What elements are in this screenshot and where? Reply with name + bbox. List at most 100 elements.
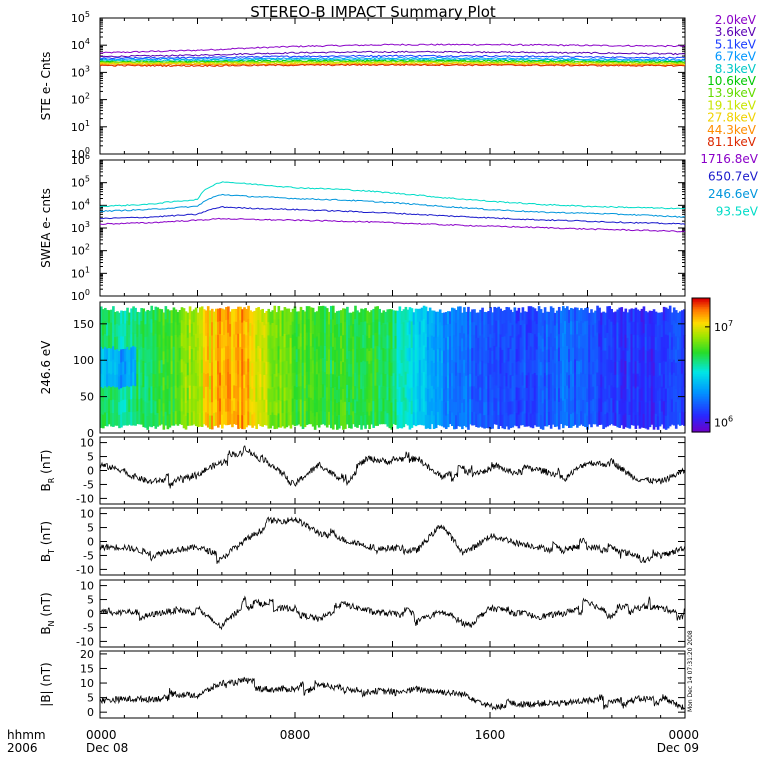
pad-cell [630,334,634,348]
pad-cell [402,309,406,323]
pad-cell [652,415,656,430]
pad-ylabel: 246.6 eV [39,340,53,395]
pad-cell [588,386,591,400]
pad-cell [277,359,281,374]
pad-cell [291,373,295,387]
pad-cell [672,359,676,374]
swea-legend-entry: 650.7eV [708,170,759,184]
pad-cell [134,307,137,322]
pad-cell [553,338,557,352]
pad-cell [628,322,632,337]
pad-cell [315,399,319,413]
pad-cell [104,373,107,387]
pad-cell [366,399,369,413]
pad-cell [479,309,482,324]
pad-cell [200,333,204,347]
pad-cell [366,323,369,337]
pad-cell [523,311,527,325]
pad-cell [592,386,595,400]
pad-cell [118,312,121,326]
ste-legend-entry: 81.1keV [707,135,757,149]
pad-cell [317,359,321,374]
pad-cell [592,411,595,425]
pad-cell [626,363,630,377]
pad-cell [408,320,412,335]
pad-cell [479,348,482,363]
pad-cell [386,348,390,362]
pad-cell [446,362,450,376]
pad-cell [340,322,343,337]
pad-cell [239,333,242,348]
bmag-frame [99,650,686,719]
pad-cell [285,361,289,375]
pad-cell [434,324,438,338]
pad-cell [170,361,174,375]
pad-cell [580,372,583,386]
pad-cell [396,310,400,325]
pad-cell [158,386,162,400]
pad-cell [668,305,672,320]
pad-cell [305,332,309,347]
pad-cell [223,385,226,400]
pad-cell [190,311,194,325]
pad-cell [674,336,678,350]
pad-cell [202,385,206,399]
pad-cell [267,335,271,350]
pad-cell [620,346,624,360]
colorbar-segment [692,425,710,428]
pad-cell [331,415,335,430]
pad-cell [269,311,273,326]
pad-cell [467,347,470,362]
pad-cell [124,412,127,426]
pad-cell [483,311,486,326]
pad-cell [511,312,515,326]
pad-cell [321,345,325,359]
pad-cell [483,363,486,377]
pad-cell [267,348,271,363]
pad-cell [303,388,307,402]
pad-cell [172,346,176,361]
pad-cell [370,310,373,324]
pad-cell [219,385,222,399]
pad-cell [519,350,523,363]
pad-cell [465,388,468,402]
pad-cell [505,333,509,348]
pad-cell [313,364,317,378]
pad-cell [273,387,277,402]
pad-cell [293,306,297,321]
pad-cell [440,388,444,402]
pad-cell [453,335,456,350]
pad-cell [422,358,426,373]
pad-cell [402,322,406,336]
pad-cell [632,412,636,426]
pad-cell [301,375,305,390]
pad-cell [186,375,190,389]
pad-cell [555,400,559,414]
pad-cell [410,308,414,322]
bn-ytick-label: -10 [76,635,94,648]
pad-cell [426,311,430,325]
pad-cell [174,334,178,349]
pad-cell [479,361,482,376]
pad-cell [598,372,601,387]
pad-cell [104,347,107,361]
pad-cell [132,345,135,360]
pad-cell [368,415,371,430]
pad-cell [521,411,525,426]
pad-cell [477,376,480,390]
pad-cell [194,346,198,361]
pad-cell [463,320,466,334]
pad-cell [523,413,527,427]
pad-cell [338,401,341,416]
pad-cell [176,387,180,401]
pad-cell [469,336,472,350]
bt-ytick-label: -5 [83,549,94,562]
pad-cell [563,347,567,361]
pad-cell [465,362,468,377]
pad-cell [398,306,402,321]
pad-cell [235,360,238,374]
pad-cell [594,360,597,375]
pad-cell [297,373,301,387]
pad-cell [505,386,509,401]
pad-cell [158,308,162,323]
